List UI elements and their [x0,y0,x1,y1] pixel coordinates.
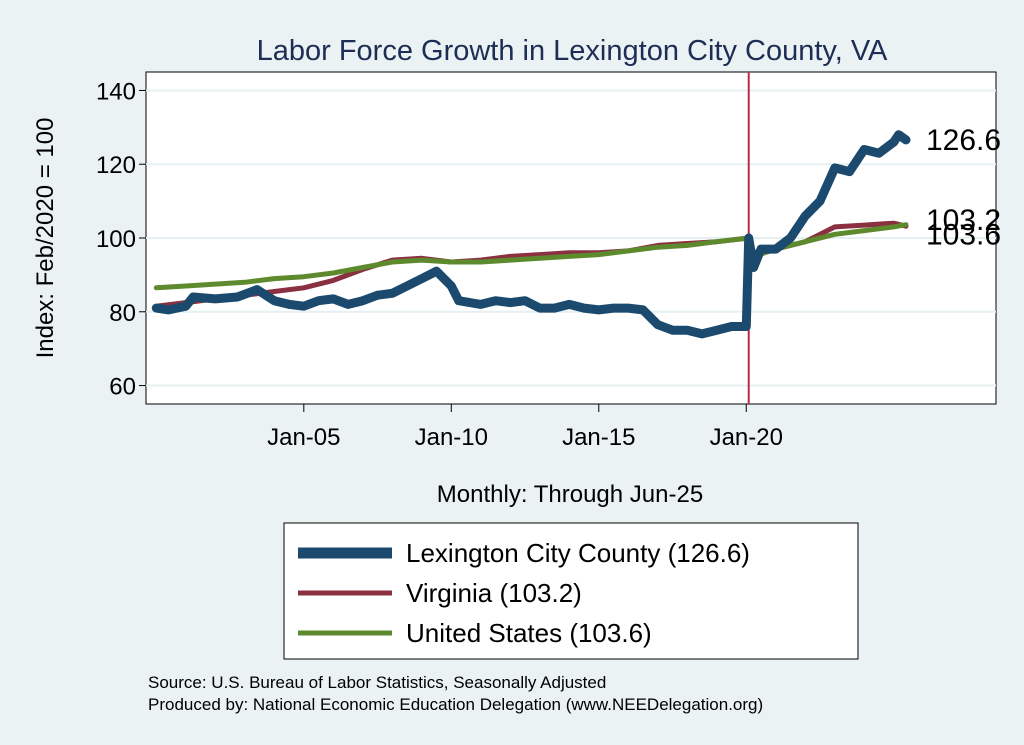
legend: Lexington City County (126.6) Virginia (1… [283,522,859,660]
y-tick-label: 100 [96,226,136,253]
end-label: 103.6 [926,219,1001,252]
chart-title: Labor Force Growth in Lexington City Cou… [257,35,888,67]
x-tick-label: Jan-10 [415,424,488,451]
series-line [153,222,909,291]
legend-label: Virginia (103.2) [406,578,582,608]
x-axis: Jan-05 Jan-10 Jan-15 Jan-20 [267,404,783,451]
y-axis-label: Index: Feb/2020 = 100 [32,118,59,359]
grid-layer [146,89,996,387]
source-line: Source: U.S. Bureau of Labor Statistics,… [148,673,606,692]
x-tick-label: Jan-15 [562,424,635,451]
end-label: 103.2 [926,204,1001,237]
legend-items: Lexington City County (126.6) Virginia (1… [298,538,750,648]
series-line [151,130,911,339]
y-tick-label: 120 [96,152,136,179]
x-axis-label: Monthly: Through Jun-25 [437,481,703,508]
x-tick-label: Jan-20 [710,424,783,451]
x-tick-label: Jan-05 [267,424,340,451]
y-axis: 60 80 100 120 140 [96,78,146,401]
end-label: 126.6 [926,124,1001,157]
producer-line: Produced by: National Economic Education… [148,695,763,714]
legend-label: Lexington City County (126.6) [406,538,750,568]
y-tick-label: 140 [96,78,136,105]
legend-label: United States (103.6) [406,618,652,648]
y-tick-label: 80 [109,300,136,327]
series-layer [151,130,911,339]
y-tick-label: 60 [109,374,136,401]
